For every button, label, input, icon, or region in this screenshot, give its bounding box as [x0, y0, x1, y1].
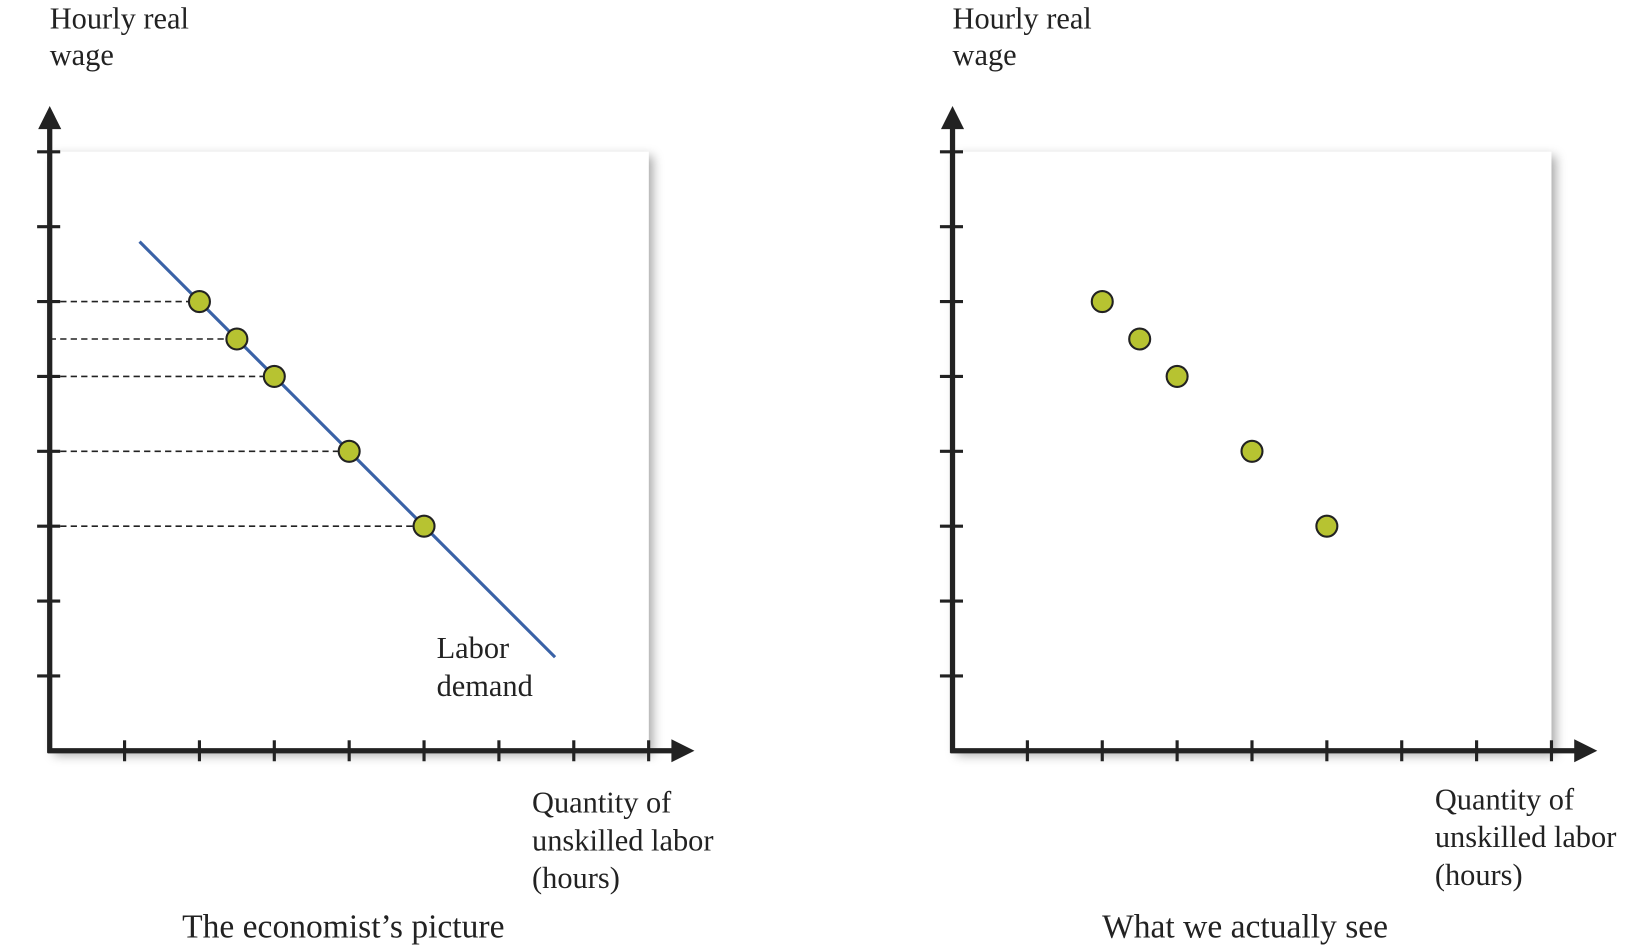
x-axis-label: unskilled labor: [532, 823, 713, 857]
x-axis-arrow: [1574, 739, 1598, 763]
data-point: [337, 439, 361, 463]
y-axis-label: Hourly real: [50, 1, 189, 35]
y-axis-label: wage: [50, 38, 114, 72]
y-axis-label: wage: [953, 38, 1017, 72]
y-axis-arrow: [38, 106, 62, 130]
data-point: [1128, 327, 1152, 351]
line-label: Labor: [437, 631, 510, 665]
data-point: [412, 514, 436, 538]
x-axis-arrow: [671, 739, 695, 763]
x-axis-label: Quantity of: [532, 786, 672, 820]
x-axis-label: (hours): [1435, 858, 1523, 892]
chart-caption: The economist’s picture: [182, 908, 504, 945]
data-point: [225, 327, 249, 351]
data-point: [1315, 514, 1339, 538]
data-point: [187, 290, 211, 314]
x-axis-label: (hours): [532, 861, 620, 895]
x-axis-label: unskilled labor: [1435, 820, 1616, 854]
y-axis-label: Hourly real: [953, 1, 1092, 35]
chart-caption: What we actually see: [1102, 908, 1388, 945]
data-point: [262, 364, 286, 388]
line-label: demand: [437, 669, 533, 703]
data-point: [1240, 439, 1264, 463]
y-axis-arrow: [940, 106, 965, 130]
x-axis-label: Quantity of: [1435, 782, 1575, 816]
data-point: [1165, 364, 1189, 388]
data-point: [1090, 290, 1114, 314]
